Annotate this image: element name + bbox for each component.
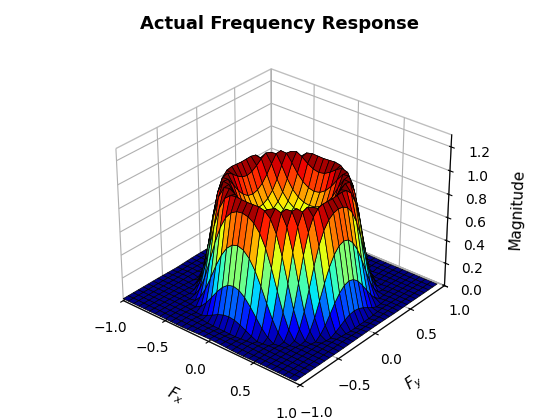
X-axis label: $F_x$: $F_x$ (164, 383, 187, 407)
Y-axis label: $F_y$: $F_y$ (402, 370, 427, 396)
Title: Actual Frequency Response: Actual Frequency Response (141, 15, 419, 33)
